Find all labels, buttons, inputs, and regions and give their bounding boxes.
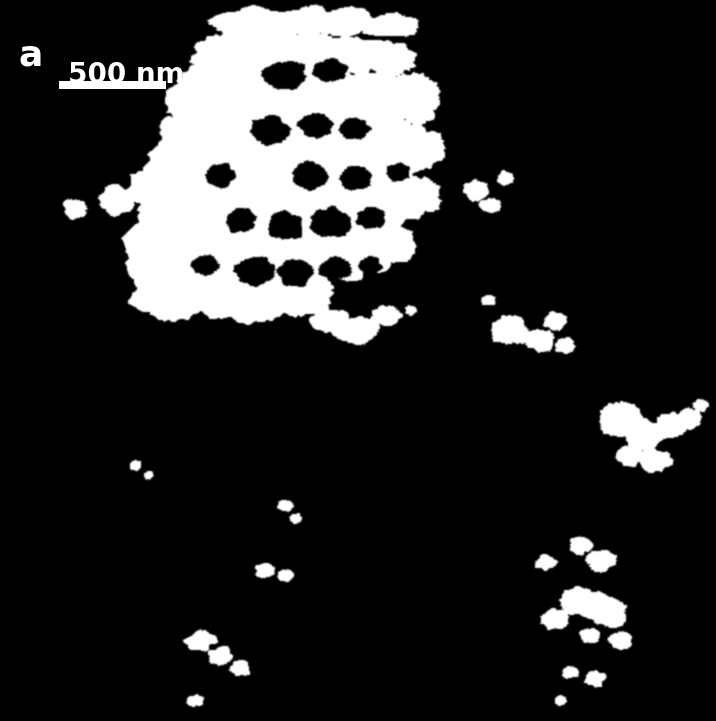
Bar (59, 81, 166, 89)
Text: 500 nm: 500 nm (68, 61, 185, 89)
Text: a: a (18, 38, 42, 72)
